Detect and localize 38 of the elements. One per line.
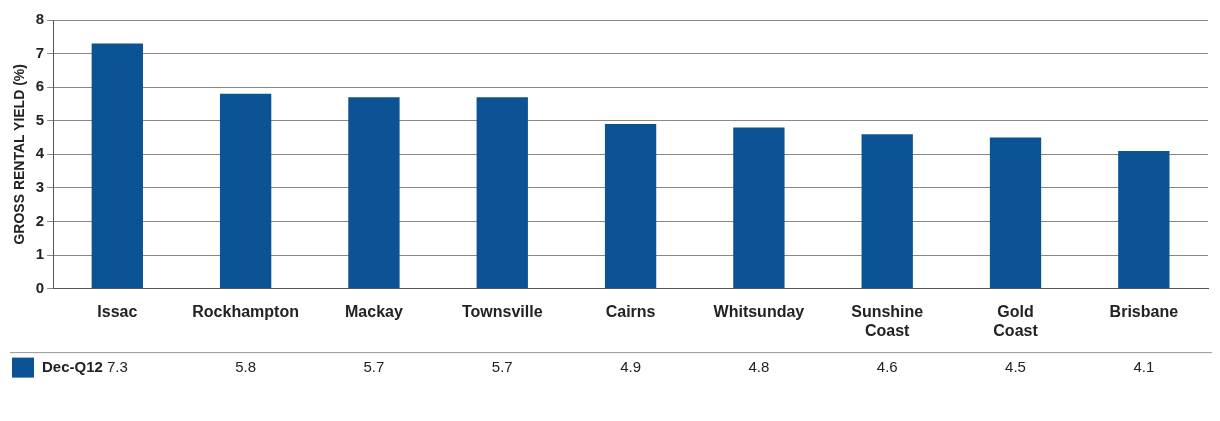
y-axis-title: GROSS RENTAL YIELD (%) bbox=[11, 64, 28, 245]
bar bbox=[1118, 150, 1170, 289]
data-label: 5.8 bbox=[235, 357, 257, 375]
y-tick-label: 3 bbox=[35, 178, 45, 196]
x-tick-label: Mackay bbox=[345, 302, 403, 320]
data-label: 4.6 bbox=[876, 357, 898, 375]
x-tick-label: Whitsunday bbox=[713, 302, 805, 320]
data-label: 7.3 bbox=[106, 357, 128, 375]
data-label: 4.8 bbox=[748, 357, 770, 375]
x-tick-label: Townsville bbox=[461, 302, 543, 320]
bar bbox=[348, 97, 400, 289]
y-tick-label: 5 bbox=[35, 110, 45, 128]
bar bbox=[91, 43, 143, 289]
y-tick-label: 6 bbox=[35, 77, 45, 95]
bar bbox=[733, 127, 785, 289]
x-tick-label: Cairns bbox=[605, 302, 656, 320]
y-tick-label: 4 bbox=[35, 144, 45, 162]
data-label: 5.7 bbox=[491, 357, 513, 375]
bar bbox=[476, 97, 528, 289]
x-tick-label: Sunshine Coast bbox=[851, 302, 924, 339]
legend-label: Dec-Q12 bbox=[42, 357, 103, 375]
data-label: 5.7 bbox=[363, 357, 385, 375]
y-tick-label: 2 bbox=[35, 211, 45, 229]
y-tick-label: 8 bbox=[35, 10, 45, 28]
data-label: 4.9 bbox=[620, 357, 641, 375]
bar bbox=[604, 124, 657, 289]
bar bbox=[219, 93, 272, 289]
y-tick-label: 1 bbox=[35, 245, 45, 263]
y-tick-label: 0 bbox=[35, 278, 45, 296]
data-label: 4.5 bbox=[1005, 357, 1026, 375]
x-tick-label: Issac bbox=[97, 302, 138, 320]
x-tick-label: Rockhampton bbox=[192, 302, 299, 320]
data-label: 4.1 bbox=[1133, 357, 1155, 375]
bar bbox=[989, 137, 1042, 289]
y-tick-label: 7 bbox=[35, 43, 45, 61]
bar bbox=[861, 134, 913, 289]
x-tick-label: Gold Coast bbox=[993, 302, 1039, 339]
x-tick-label: Brisbane bbox=[1109, 302, 1179, 320]
